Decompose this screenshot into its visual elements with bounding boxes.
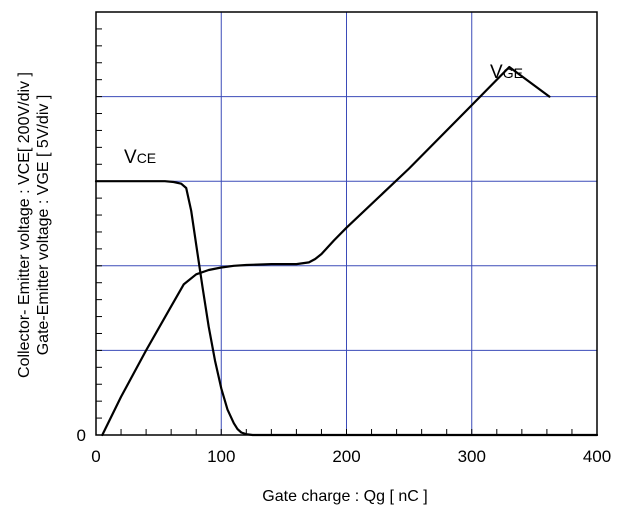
x-tick-labels: 0 100 200 300 400 [91,447,611,466]
y-tick-label-0: 0 [77,426,86,445]
x-tick-label-200: 200 [332,447,360,466]
y-axis-label-line1: Collector- Emitter voltage : VCE[ 200V/d… [16,72,33,378]
series-lines [94,65,599,437]
series-line-vge [101,65,551,437]
vce-annotation: VCE [124,147,156,168]
x-axis-label: Gate charge : Qg [ nC ] [262,488,427,505]
series-line-vce [94,180,599,437]
x-tick-label-300: 300 [458,447,486,466]
x-tick-label-400: 400 [583,447,611,466]
y-axis-label-line2: Gate-Emitter voltage : VGE [ 5V/div ] [35,95,52,356]
grid-lines [96,12,597,435]
x-tick-label-0: 0 [91,447,100,466]
x-tick-label-100: 100 [207,447,235,466]
y-tick-labels: 0 [77,426,86,445]
vge-annotation: VGE [490,62,523,83]
